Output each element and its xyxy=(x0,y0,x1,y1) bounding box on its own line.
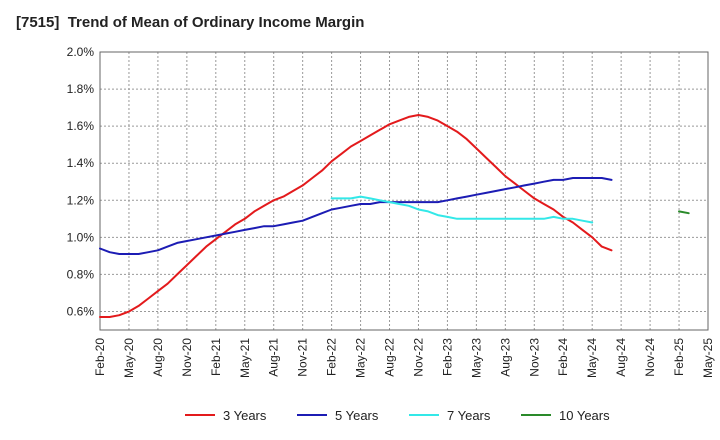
x-tick-label: May-22 xyxy=(354,338,368,378)
x-tick-label: Nov-21 xyxy=(296,338,310,377)
x-tick-label: Aug-23 xyxy=(498,338,512,377)
x-tick-label: Feb-23 xyxy=(440,338,454,376)
x-tick-label: Aug-21 xyxy=(267,338,281,377)
y-axis: 0.6% 0.8% 1.0% 1.2% 1.4% 1.6% 1.8% 2.0% xyxy=(67,45,95,318)
x-tick-label: Aug-20 xyxy=(151,338,165,377)
plot-frame xyxy=(99,51,709,331)
x-tick-label: Feb-21 xyxy=(209,338,223,376)
series-line-5-years xyxy=(99,177,613,255)
x-tick-label: Aug-22 xyxy=(383,338,397,377)
legend-label: 3 Years xyxy=(223,408,267,423)
y-tick-label: 1.6% xyxy=(67,119,95,133)
x-tick-label: Aug-24 xyxy=(614,338,628,377)
chart-title: [7515] Trend of Mean of Ordinary Income … xyxy=(16,14,365,31)
x-tick-label: May-20 xyxy=(122,338,136,378)
series-line-10-years xyxy=(678,210,690,215)
x-tick-label: May-23 xyxy=(469,338,483,378)
x-tick-label: Nov-20 xyxy=(180,338,194,377)
x-tick-label: Nov-24 xyxy=(643,338,657,377)
y-tick-label: 0.6% xyxy=(67,304,95,318)
legend-label: 5 Years xyxy=(335,408,379,423)
x-tick-label: Feb-25 xyxy=(672,338,686,376)
x-tick-label: Feb-20 xyxy=(93,338,107,376)
y-tick-label: 1.0% xyxy=(67,230,95,244)
series-lines xyxy=(99,114,690,318)
x-tick-label: Nov-23 xyxy=(527,338,541,377)
y-tick-label: 1.2% xyxy=(67,193,95,207)
legend-label: 10 Years xyxy=(559,408,610,423)
x-tick-label: May-24 xyxy=(585,338,599,378)
series-line-3-years xyxy=(99,114,613,318)
x-tick-label: May-21 xyxy=(238,338,252,378)
y-tick-label: 1.8% xyxy=(67,82,95,96)
y-tick-label: 0.8% xyxy=(67,267,95,281)
x-axis: Feb-20 May-20 Aug-20 Nov-20 Feb-21 May-21 Aug-… xyxy=(93,338,715,378)
grid xyxy=(100,52,708,330)
x-tick-label: Feb-22 xyxy=(325,338,339,376)
y-tick-label: 2.0% xyxy=(67,45,95,59)
series-line-7-years xyxy=(330,195,594,224)
x-tick-label: May-25 xyxy=(701,338,715,378)
legend-label: 7 Years xyxy=(447,408,491,423)
x-tick-label: Nov-22 xyxy=(411,338,425,377)
legend: 3 Years 5 Years 7 Years 10 Years xyxy=(185,408,610,423)
y-tick-label: 1.4% xyxy=(67,156,95,170)
x-tick-label: Feb-24 xyxy=(556,338,570,376)
